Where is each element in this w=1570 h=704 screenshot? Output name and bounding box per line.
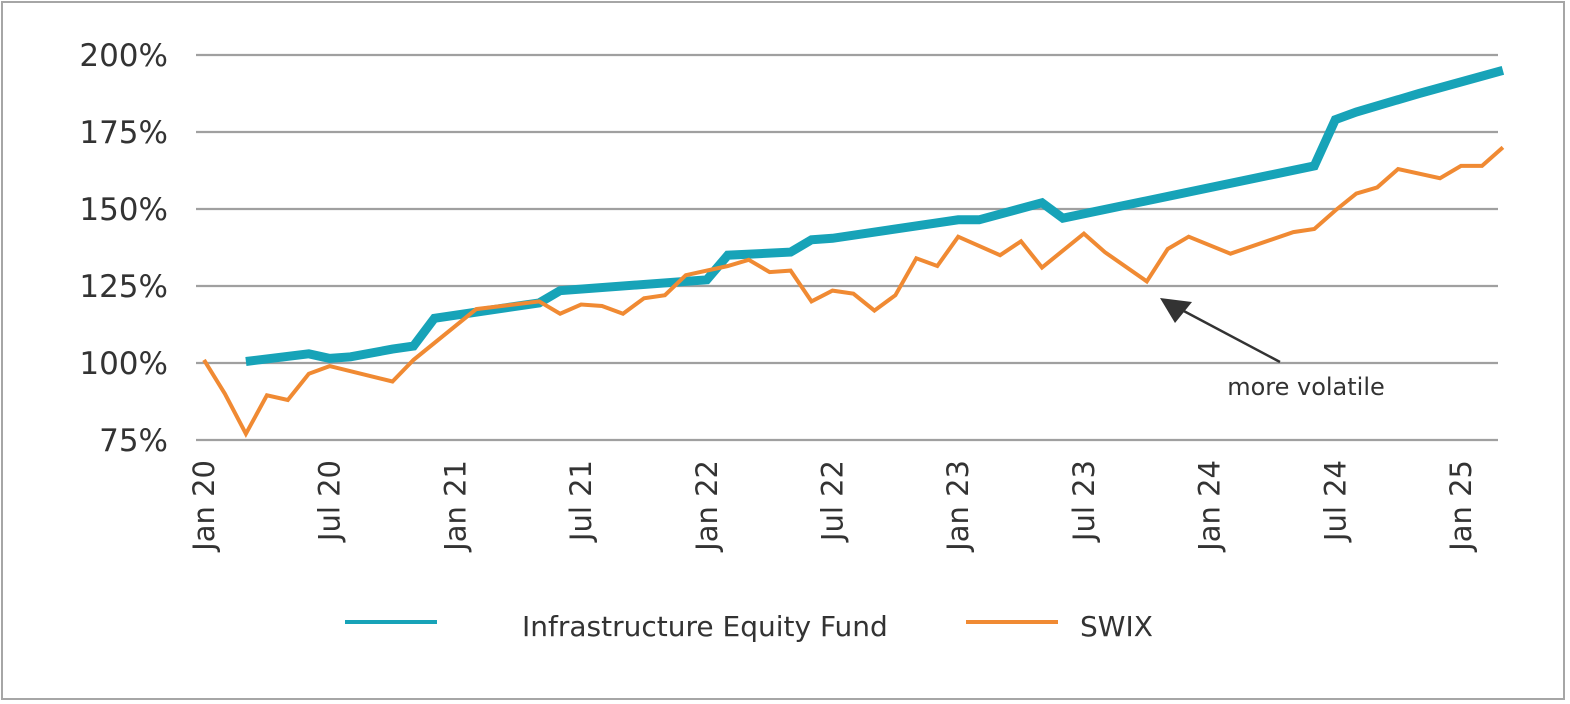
y-tick-label: 150% xyxy=(79,192,168,228)
legend: Infrastructure Equity Fund SWIX xyxy=(345,610,1153,643)
x-tick-label: Jan 21 xyxy=(438,460,472,553)
x-tick-label: Jan 23 xyxy=(941,460,975,553)
y-tick-label: 75% xyxy=(99,423,168,459)
x-tick-label: Jul 24 xyxy=(1318,460,1352,543)
y-tick-label: 100% xyxy=(79,346,168,382)
y-tick-label: 125% xyxy=(79,269,168,305)
annotation-label: more volatile xyxy=(1227,373,1385,401)
x-tick-label: Jan 22 xyxy=(690,460,724,553)
x-tick-label: Jul 22 xyxy=(816,460,850,543)
legend-label-fund: Infrastructure Equity Fund xyxy=(522,610,888,643)
y-tick-label: 175% xyxy=(79,115,168,151)
annotations: more volatile xyxy=(1160,298,1385,401)
y-tick-label: 200% xyxy=(79,38,168,74)
x-tick-label: Jan 20 xyxy=(187,460,221,553)
x-tick-label: Jul 23 xyxy=(1067,460,1101,543)
series-lines xyxy=(202,66,1505,439)
x-tick-label: Jan 24 xyxy=(1193,460,1227,553)
x-tick-label: Jan 25 xyxy=(1444,460,1478,553)
annotation-arrowhead-icon xyxy=(1160,298,1192,323)
annotation-arrow-shaft xyxy=(1179,307,1281,364)
y-axis-ticks: 75% 100% 125% 150% 175% 200% xyxy=(79,38,168,459)
fund-line xyxy=(245,66,1505,366)
x-tick-label: Jul 20 xyxy=(313,460,347,543)
swix-line xyxy=(202,145,1505,439)
x-tick-label: Jul 21 xyxy=(564,460,598,543)
x-axis-ticks: Jan 20 Jul 20 Jan 21 Jul 21 Jan 22 Jul 22 Jan … xyxy=(187,460,1478,553)
legend-label-swix: SWIX xyxy=(1080,610,1153,643)
